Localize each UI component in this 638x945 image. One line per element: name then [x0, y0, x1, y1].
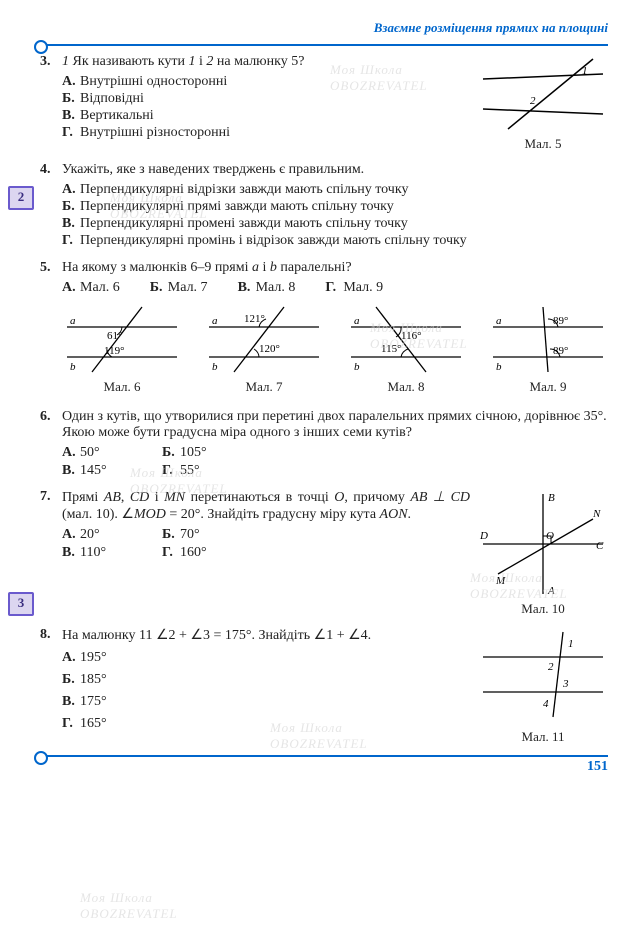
page-number: 151: [40, 759, 608, 775]
svg-text:b: b: [496, 361, 502, 373]
figure-11-svg: 1 2 3 4: [478, 627, 608, 727]
option-a: А.Мал. 6: [62, 280, 120, 296]
figure-10: B D O C N M A Мал. 10: [478, 489, 608, 617]
figures-row: a b 61° 119° Мал. 6 a b: [62, 302, 608, 395]
svg-text:89°: 89°: [553, 345, 568, 357]
svg-text:b: b: [354, 361, 360, 373]
svg-text:M: M: [495, 575, 506, 587]
section-header: Взаємне розміщення прямих на площині: [40, 20, 608, 36]
svg-text:3: 3: [562, 678, 569, 690]
figure-5-caption: Мал. 5: [478, 136, 608, 152]
question-body: На якому з малюнків 6–9 прямі a і b пара…: [62, 260, 608, 399]
svg-text:b: b: [212, 361, 218, 373]
watermark: OBOZREVATEL: [80, 906, 178, 922]
figure-10-caption: Мал. 10: [478, 601, 608, 617]
option-d: Г.160°: [162, 545, 262, 561]
option-a: А.50°: [62, 445, 162, 461]
question-text: Один з кутів, що утворилися при перетині…: [62, 409, 608, 441]
option-b: Б.Перпендикулярні прямі завжди мають спі…: [62, 199, 608, 215]
option-b: Б.Мал. 7: [150, 280, 208, 296]
page: Взаємне розміщення прямих на площині 3. …: [0, 0, 638, 945]
svg-text:116°: 116°: [401, 330, 422, 342]
option-d: Г.Перпендикулярні промінь і відрізок зав…: [62, 233, 608, 249]
question-7: 7. B D O C N M A Мал. 10 П: [40, 489, 608, 617]
difficulty-badge: 2: [8, 186, 34, 210]
question-text: Укажіть, яке з наведених тверджень є пра…: [62, 162, 608, 178]
question-body: Один з кутів, що утворилися при перетині…: [62, 409, 608, 479]
svg-text:1: 1: [582, 65, 588, 77]
option-a: А.20°: [62, 527, 162, 543]
option-b: Б.70°: [162, 527, 262, 543]
option-c: В.Мал. 8: [238, 280, 296, 296]
question-number: 3.: [40, 54, 62, 152]
option-d: Г.55°: [162, 463, 262, 479]
figure-10-svg: B D O C N M A: [478, 489, 608, 599]
svg-text:115°: 115°: [381, 343, 402, 355]
option-c: В.110°: [62, 545, 162, 561]
figure-5-svg: 1 2: [478, 54, 608, 134]
svg-text:121°: 121°: [244, 313, 265, 325]
question-8: 8. 1 2 3 4 Мал. 11 На малюнку 11 ∠2 + ∠3…: [40, 627, 608, 745]
figure-11: 1 2 3 4 Мал. 11: [478, 627, 608, 745]
svg-text:89°: 89°: [553, 315, 568, 327]
svg-text:1: 1: [568, 638, 574, 650]
svg-text:C: C: [596, 540, 604, 552]
svg-text:4: 4: [543, 698, 549, 710]
question-number: 6.: [40, 409, 62, 479]
option-c: В.Перпендикулярні промені завжди мають с…: [62, 216, 608, 232]
figure-11-caption: Мал. 11: [478, 729, 608, 745]
figure-7: a b 121° 120° Мал. 7: [204, 302, 324, 395]
figure-6: a b 61° 119° Мал. 6: [62, 302, 182, 395]
svg-text:a: a: [70, 315, 76, 327]
svg-text:a: a: [496, 315, 502, 327]
figure-8: a b 116° 115° Мал. 8: [346, 302, 466, 395]
header-rule: [40, 44, 608, 46]
option-a: А.Перпендикулярні відрізки завжди мають …: [62, 182, 608, 198]
option-b: Б.105°: [162, 445, 262, 461]
options: А.20° Б.70° В.110° Г.160°: [62, 527, 470, 561]
watermark: Моя Школа: [80, 890, 153, 906]
question-number: 5.: [40, 260, 62, 399]
svg-text:a: a: [354, 315, 360, 327]
figure-5: 1 2 Мал. 5: [478, 54, 608, 152]
svg-text:120°: 120°: [259, 343, 280, 355]
svg-text:N: N: [592, 508, 601, 520]
question-6: 6. Один з кутів, що утворилися при перет…: [40, 409, 608, 479]
footer-rule: [40, 755, 608, 757]
svg-text:A: A: [547, 585, 555, 597]
question-3: 3. 1 2 Мал. 5 1 Як називають кути 1 і 2 …: [40, 54, 608, 152]
svg-text:2: 2: [548, 661, 554, 673]
question-5: 5. На якому з малюнків 6–9 прямі a і b п…: [40, 260, 608, 399]
question-number: 4.: [40, 162, 62, 250]
svg-text:O: O: [546, 530, 554, 542]
svg-text:D: D: [479, 530, 488, 542]
svg-text:b: b: [70, 361, 76, 373]
options: А.Перпендикулярні відрізки завжди мають …: [62, 182, 608, 249]
question-number: 7.: [40, 489, 62, 617]
question-number: 8.: [40, 627, 62, 745]
difficulty-badge: 3: [8, 592, 34, 616]
options-row: А.Мал. 6 Б.Мал. 7 В.Мал. 8 Г.Мал. 9: [62, 280, 608, 296]
question-body: B D O C N M A Мал. 10 Прямі AB, CD і MN …: [62, 489, 608, 617]
option-d: Г.Мал. 9: [325, 280, 383, 296]
option-c: В.145°: [62, 463, 162, 479]
svg-text:2: 2: [530, 95, 536, 107]
question-4: 4. Укажіть, яке з наведених тверджень є …: [40, 162, 608, 250]
figure-9: a b 89° 89° Мал. 9: [488, 302, 608, 395]
question-body: 1 2 3 4 Мал. 11 На малюнку 11 ∠2 + ∠3 = …: [62, 627, 608, 745]
question-body: Укажіть, яке з наведених тверджень є пра…: [62, 162, 608, 250]
question-body: 1 2 Мал. 5 1 Як називають кути 1 і 2 на …: [62, 54, 608, 152]
question-text: На якому з малюнків 6–9 прямі a і b пара…: [62, 260, 608, 276]
svg-text:a: a: [212, 315, 218, 327]
svg-text:B: B: [548, 492, 555, 504]
options: А.50° Б.105° В.145° Г.55°: [62, 445, 608, 479]
